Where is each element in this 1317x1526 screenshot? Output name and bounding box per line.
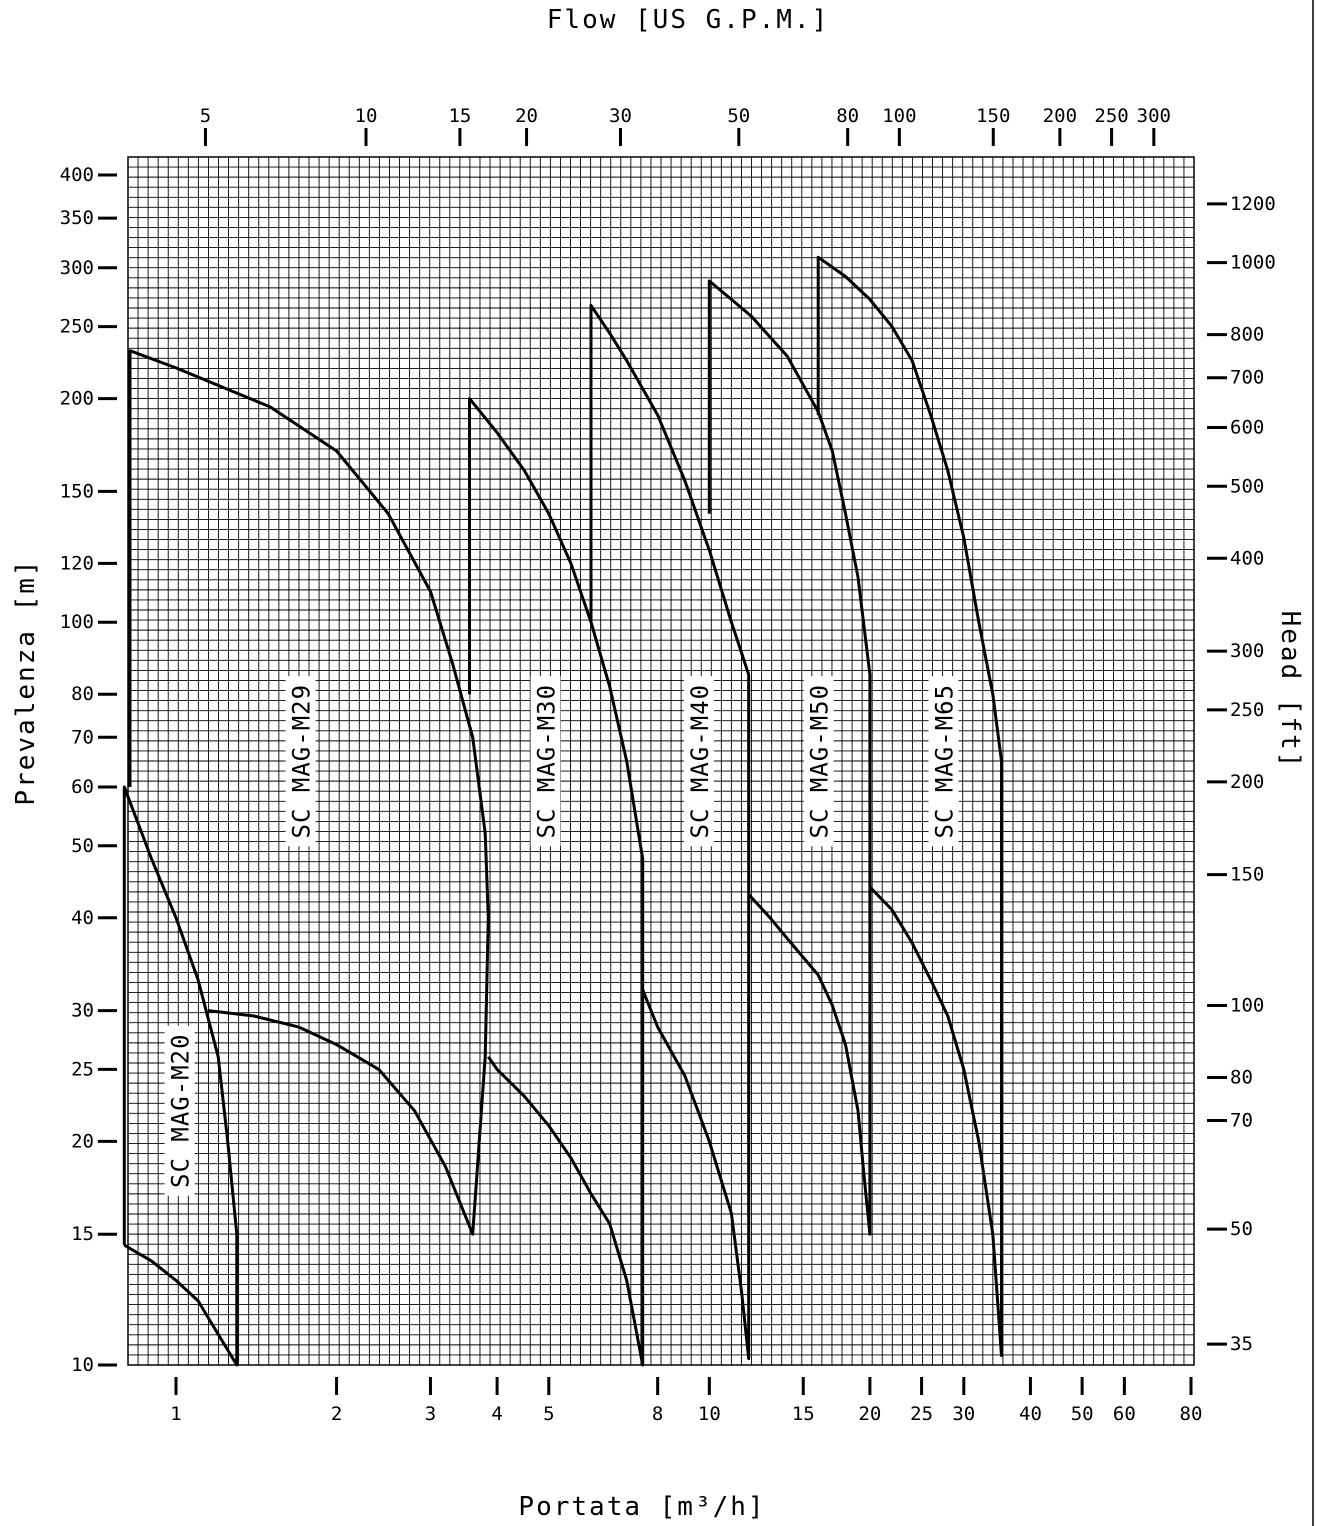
y-tick-label: 120: [60, 552, 94, 574]
x-tick-label: 8: [652, 1403, 663, 1425]
y2-tick-label: 200: [1230, 771, 1264, 793]
x-axis-title: Portata [m³/h]: [518, 1492, 765, 1522]
x-tick-label: 40: [1019, 1403, 1042, 1425]
x-tick-label: 15: [792, 1403, 815, 1425]
x-tick-label: 30: [952, 1403, 975, 1425]
y-tick-label: 20: [71, 1130, 94, 1152]
x2-tick-label: 80: [836, 105, 859, 127]
y2-tick-label: 50: [1230, 1218, 1253, 1240]
x-tick-label: 10: [698, 1403, 721, 1425]
y2-tick-label: 150: [1230, 864, 1264, 886]
x-tick-label: 20: [858, 1403, 881, 1425]
curve-sc-mag-m65: [816, 255, 1003, 1357]
x2-tick-label: 200: [1043, 105, 1077, 127]
y-axis-title: Prevalenza [m]: [11, 558, 41, 805]
series-label: SC MAG-M40: [686, 684, 714, 839]
y2-tick-label: 80: [1230, 1066, 1253, 1088]
series-label: SC MAG-M30: [533, 684, 561, 839]
curve-sc-mag-m30: [468, 397, 645, 1367]
y-tick-label: 300: [60, 257, 94, 279]
x2-tick-label: 100: [882, 105, 916, 127]
series-label: SC MAG-M50: [806, 684, 834, 839]
curve-sc-mag-m40: [589, 303, 751, 1361]
y-tick-label: 50: [71, 835, 94, 857]
x2-tick-label: 20: [515, 105, 538, 127]
y-tick-label: 350: [60, 207, 94, 229]
y-tick-label: 250: [60, 316, 94, 338]
y-tick-label: 15: [71, 1223, 94, 1245]
x2-axis-title: Flow [US G.P.M.]: [547, 5, 829, 35]
y-tick-label: 100: [60, 611, 94, 633]
y-tick-label: 80: [71, 683, 94, 705]
x-tick-label: 60: [1113, 1403, 1136, 1425]
series-label-backing: [928, 676, 959, 847]
x2-tick-label: 300: [1137, 105, 1171, 127]
pump-curves: [122, 255, 1003, 1367]
series-label: SC MAG-M20: [167, 1033, 195, 1188]
y2-tick-label: 500: [1230, 475, 1264, 497]
y-axis-ticks: 10 15 20 25 30 40 50 60 70 80 100 120 150 200 250 300 35…: [60, 164, 117, 1376]
curve-sc-mag-m50: [707, 279, 872, 1236]
y-tick-label: 10: [71, 1354, 94, 1376]
series-label-group: SC MAG-M65: [928, 676, 959, 847]
y2-tick-label: 400: [1230, 547, 1264, 569]
y2-tick-label: 100: [1230, 994, 1264, 1016]
x2-tick-label: 30: [609, 105, 632, 127]
x-tick-label: 50: [1071, 1403, 1094, 1425]
grid: [128, 157, 1194, 1365]
y-tick-label: 30: [71, 1000, 94, 1022]
x-tick-label: 2: [331, 1403, 342, 1425]
y-tick-label: 400: [60, 164, 94, 186]
series-label-group: SC MAG-M20: [164, 1025, 195, 1196]
y2-tick-label: 300: [1230, 640, 1264, 662]
series-label: SC MAG-M65: [931, 684, 959, 839]
y-tick-label: 70: [71, 726, 94, 748]
y2-tick-label: 35: [1230, 1333, 1253, 1355]
y2-tick-label: 700: [1230, 367, 1264, 389]
y2-axis-title: Head [ft]: [1275, 611, 1305, 770]
y2-tick-label: 600: [1230, 416, 1264, 438]
x2-tick-label: 5: [200, 105, 211, 127]
x-tick-label: 5: [543, 1403, 554, 1425]
y2-axis-ticks: 35 50 70 80 100 150 200 250 300 400 500 600 700 800 10…: [1207, 193, 1276, 1355]
y-tick-label: 25: [71, 1058, 94, 1080]
x2-tick-label: 15: [448, 105, 471, 127]
curve-sc-mag-m20: [122, 785, 239, 1367]
x2-tick-label: 10: [355, 105, 378, 127]
y2-tick-label: 1000: [1230, 252, 1276, 274]
y-tick-label: 150: [60, 480, 94, 502]
x2-tick-label: 150: [976, 105, 1010, 127]
series-label-group: SC MAG-M30: [530, 676, 561, 847]
series-label-backing: [530, 676, 561, 847]
curve-sc-mag-m29: [128, 349, 490, 1236]
x-tick-label: 3: [425, 1403, 436, 1425]
y-tick-label: 40: [71, 907, 94, 929]
x2-axis-ticks: 5 10 15 20 30 50 80 100 150 200 250 300: [200, 105, 1171, 146]
series-label-group: SC MAG-M50: [803, 676, 834, 847]
x-axis-ticks: 1 2 3 4 5 8 10 15 20 25 30 40 50 60 80: [170, 1377, 1202, 1425]
series-label-group: SC MAG-M40: [683, 676, 714, 847]
y-tick-label: 60: [71, 776, 94, 798]
x-tick-label: 80: [1180, 1403, 1203, 1425]
y2-tick-label: 800: [1230, 324, 1264, 346]
x-tick-label: 4: [491, 1403, 502, 1425]
y-tick-label: 200: [60, 388, 94, 410]
x-tick-label: 25: [910, 1403, 933, 1425]
plot-frame: [127, 156, 1195, 1366]
y2-tick-label: 250: [1230, 699, 1264, 721]
series-label-backing: [285, 676, 316, 847]
x2-tick-label: 250: [1094, 105, 1128, 127]
series-label-backing: [164, 1025, 195, 1196]
x2-tick-label: 50: [727, 105, 750, 127]
y2-tick-label: 1200: [1230, 193, 1276, 215]
series-label: SC MAG-M29: [288, 684, 316, 839]
y2-tick-label: 70: [1230, 1110, 1253, 1132]
series-label-backing: [683, 676, 714, 847]
series-label-backing: [803, 676, 834, 847]
series-labels: SC MAG-M20 SC MAG-M29 SC MAG-M30 SC MAG-M40…: [164, 676, 959, 1196]
series-label-group: SC MAG-M29: [285, 676, 316, 847]
x-tick-label: 1: [170, 1403, 181, 1425]
